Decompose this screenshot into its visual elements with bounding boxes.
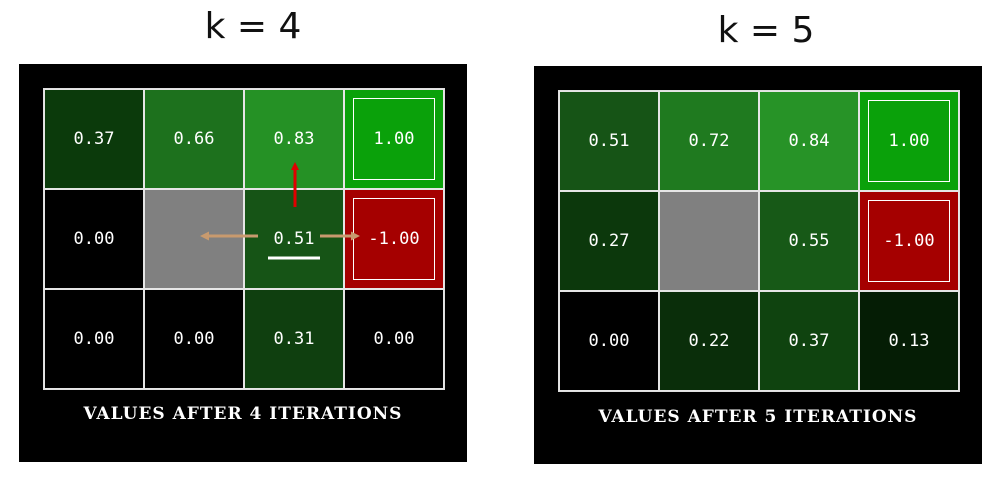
terminal-box <box>353 98 435 180</box>
right-value-grid: 0.51 0.72 0.84 1.00 0.27 0.55 -1.00 0.00 0.22 0.3… <box>558 90 960 392</box>
left-value-grid: 0.37 0.66 0.83 1.00 0.00 0.51 -1.00 0.00 0.00 0.3… <box>43 88 445 390</box>
grid-cell: 0.83 <box>244 89 344 189</box>
grid-cell: 0.37 <box>44 89 144 189</box>
grid-cell: 0.27 <box>559 191 659 291</box>
left-panel: 0.37 0.66 0.83 1.00 0.00 0.51 -1.00 0.00 0.00 0.3… <box>19 64 467 462</box>
grid-cell: 0.72 <box>659 91 759 191</box>
grid-cell: 0.13 <box>859 291 959 391</box>
grid-cell: 0.31 <box>244 289 344 389</box>
grid-cell: 0.84 <box>759 91 859 191</box>
cell-value: -1.00 <box>368 229 420 249</box>
terminal-cell: 1.00 <box>344 89 444 189</box>
terminal-cell: -1.00 <box>859 191 959 291</box>
grid-cell: 0.00 <box>344 289 444 389</box>
cell-value: 0.37 <box>73 129 115 149</box>
cell-value: 0.22 <box>688 331 730 351</box>
grid-cell: 0.37 <box>759 291 859 391</box>
terminal-box <box>868 100 950 182</box>
left-caption: VALUES AFTER 4 ITERATIONS <box>83 404 403 424</box>
left-heading: k = 4 <box>204 6 302 47</box>
grid-cell: 0.51 <box>244 189 344 289</box>
right-panel: 0.51 0.72 0.84 1.00 0.27 0.55 -1.00 0.00 0.22 0.3… <box>534 66 982 464</box>
right-heading: k = 5 <box>717 10 815 51</box>
cell-value: 0.00 <box>73 329 115 349</box>
cell-value: 0.00 <box>73 229 115 249</box>
cell-value: 0.00 <box>173 329 215 349</box>
cell-value: 0.55 <box>788 231 830 251</box>
grid-cell: 0.00 <box>559 291 659 391</box>
terminal-cell: -1.00 <box>344 189 444 289</box>
grid-cell: 0.00 <box>44 189 144 289</box>
cell-value: 0.51 <box>273 229 315 249</box>
cell-value: 0.51 <box>588 131 630 151</box>
cell-value: 0.37 <box>788 331 830 351</box>
cell-value: 1.00 <box>373 129 415 149</box>
grid-cell: 0.51 <box>559 91 659 191</box>
terminal-box <box>868 200 950 282</box>
cell-value: 0.72 <box>688 131 730 151</box>
cell-value: 0.84 <box>788 131 830 151</box>
grid-cell: 0.00 <box>44 289 144 389</box>
cell-value: 0.83 <box>273 129 315 149</box>
wall-cell <box>659 191 759 291</box>
cell-value: 0.31 <box>273 329 315 349</box>
grid-cell: 0.00 <box>144 289 244 389</box>
cell-value: 0.66 <box>173 129 215 149</box>
cell-value: 1.00 <box>888 131 930 151</box>
wall-cell <box>144 189 244 289</box>
cell-value: 0.00 <box>588 331 630 351</box>
grid-cell: 0.22 <box>659 291 759 391</box>
grid-cell: 0.66 <box>144 89 244 189</box>
grid-cell: 0.55 <box>759 191 859 291</box>
cell-value: -1.00 <box>883 231 935 251</box>
terminal-cell: 1.00 <box>859 91 959 191</box>
right-caption: VALUES AFTER 5 ITERATIONS <box>598 407 918 427</box>
cell-value: 0.00 <box>373 329 415 349</box>
cell-value: 0.13 <box>888 331 930 351</box>
cell-value: 0.27 <box>588 231 630 251</box>
